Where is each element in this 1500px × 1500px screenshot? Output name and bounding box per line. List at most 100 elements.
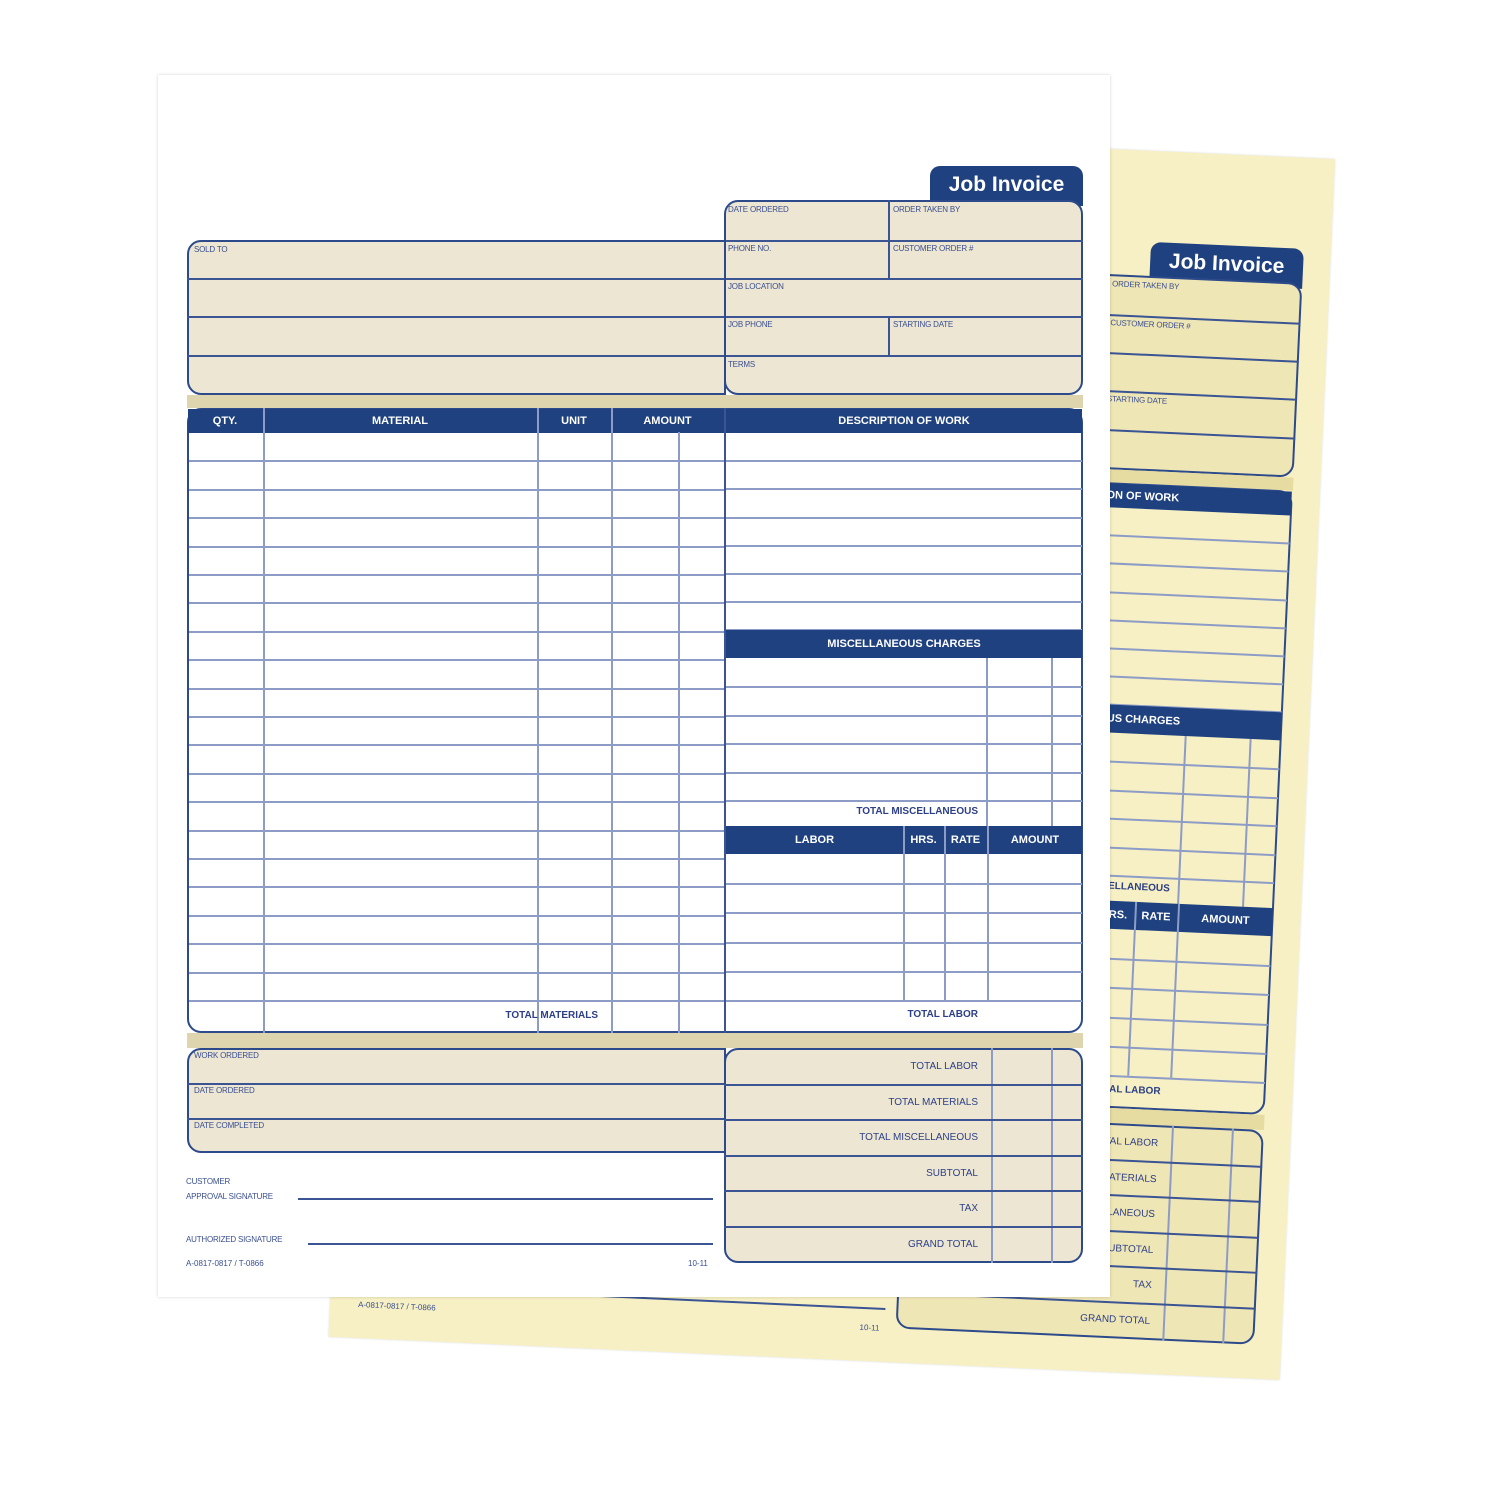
label-sold-to: SOLD TO (194, 245, 228, 254)
materials-row-line (189, 545, 724, 548)
label-total-labor: TOTAL LABOR (907, 1009, 978, 1020)
materials-row-line (189, 772, 724, 775)
label-authorized-signature: AUTHORIZED SIGNATURE (186, 1235, 283, 1244)
column-divider (888, 316, 890, 355)
description-row-line (726, 601, 1082, 604)
materials-row-line (189, 687, 724, 690)
materials-row-line (189, 488, 724, 491)
rule-line (724, 278, 1083, 280)
label-tax: TAX (959, 1203, 978, 1214)
description-header-bar (726, 409, 1082, 433)
field-phone-no[interactable] (726, 252, 876, 274)
field-total-labor[interactable] (994, 1051, 1080, 1081)
misc-row-line (726, 771, 1082, 774)
materials-column-0: QTY. (212, 415, 238, 427)
materials-row-line (189, 943, 724, 946)
materials-column-divider (611, 408, 613, 1033)
rule-line (724, 1119, 1083, 1121)
field-tax[interactable] (1167, 1271, 1254, 1305)
rule-line (187, 355, 724, 357)
field-total-materials[interactable] (994, 1087, 1080, 1117)
field-subtotal[interactable] (1169, 1235, 1256, 1269)
amount-cents-divider (678, 432, 680, 1033)
center-divider (724, 408, 726, 1033)
misc-row-line (726, 800, 1082, 802)
materials-row-line (189, 659, 724, 662)
materials-row-line (189, 829, 724, 832)
description-row-line (726, 460, 1082, 463)
misc-row-line (726, 686, 1082, 689)
order-info-box (724, 200, 1083, 395)
materials-row-line (189, 630, 724, 633)
rule-line (724, 1154, 1083, 1157)
field-subtotal[interactable] (994, 1158, 1080, 1188)
materials-column-divider (537, 408, 539, 1033)
revision-code: 10-11 (688, 1259, 708, 1268)
field-total-materials[interactable] (1172, 1164, 1259, 1198)
labor-column-3: AMOUNT (1010, 834, 1060, 846)
rule-line (724, 1083, 1083, 1086)
authorized-signature-line[interactable] (308, 1243, 713, 1245)
misc-row-line (726, 714, 1082, 717)
misc-amount-divider (986, 658, 988, 826)
labor-row-line (726, 1000, 1082, 1002)
description-row-line (726, 488, 1082, 491)
label-customer: CUSTOMER (186, 1177, 231, 1186)
materials-column-1: MATERIAL (371, 415, 428, 427)
materials-column-3: AMOUNT (643, 415, 692, 427)
field-order-taken-by[interactable] (891, 213, 1041, 235)
materials-column-divider (263, 408, 265, 1033)
rule-line (187, 278, 724, 280)
label-job-phone: JOB PHONE (728, 320, 773, 329)
label-terms: TERMS (728, 360, 756, 369)
labor-column-1: HRS. (910, 834, 937, 846)
label-date-ordered: DATE ORDERED (728, 205, 789, 214)
rule-line (724, 1225, 1083, 1228)
field-date-ordered[interactable] (192, 1095, 717, 1115)
title-tab: Job Invoice (930, 166, 1083, 206)
field-job-location[interactable] (726, 290, 876, 312)
rule-line (187, 1118, 724, 1120)
label-phone-no: PHONE NO. (728, 244, 772, 253)
materials-row-line (189, 858, 724, 860)
labor-row-line (726, 883, 1082, 886)
label-total-materials: TOTAL MATERIALS (888, 1096, 978, 1108)
field-grand-total[interactable] (994, 1229, 1080, 1259)
field-date-ordered[interactable] (726, 213, 876, 235)
materials-column-2: UNIT (561, 415, 587, 427)
field-work-ordered[interactable] (192, 1060, 717, 1080)
main-table (187, 408, 1083, 1033)
form-number: A-0817-0817 / T-0866 (186, 1259, 264, 1268)
field-terms[interactable] (726, 368, 876, 390)
materials-row-line (189, 801, 724, 804)
label-total-materials: TOTAL MATERIALS (505, 1010, 598, 1021)
misc-cents-divider (1051, 658, 1053, 826)
rule-line (724, 240, 1083, 242)
field-date-completed[interactable] (192, 1130, 717, 1150)
label-starting-date: STARTING DATE (893, 320, 954, 329)
materials-row-line (189, 602, 724, 605)
description-row-line (726, 573, 1082, 575)
materials-row-line (189, 574, 724, 576)
materials-row-line (189, 460, 724, 463)
rule-line (724, 355, 1083, 357)
field-total-miscellaneous[interactable] (1170, 1200, 1257, 1234)
field-grand-total[interactable] (1165, 1306, 1252, 1340)
materials-row-line (189, 517, 724, 520)
rule-line (724, 1190, 1083, 1192)
misc-row-line (726, 743, 1082, 746)
labor-row-line (726, 912, 1082, 915)
separator-strip (187, 395, 1083, 408)
field-customer-order[interactable] (891, 252, 1041, 274)
field-total-miscellaneous[interactable] (994, 1122, 1080, 1152)
label-order-taken-by: ORDER TAKEN BY (893, 205, 961, 214)
field-starting-date[interactable] (891, 328, 1041, 350)
field-job-phone[interactable] (726, 328, 876, 350)
field-total-labor[interactable] (1174, 1129, 1261, 1163)
materials-row-line (189, 971, 724, 974)
label-job-location: JOB LOCATION (728, 282, 784, 291)
label-date-ordered: DATE ORDERED (194, 1086, 255, 1095)
field-tax[interactable] (994, 1193, 1080, 1223)
customer-signature-line[interactable] (298, 1198, 713, 1200)
materials-row-line (189, 744, 724, 747)
